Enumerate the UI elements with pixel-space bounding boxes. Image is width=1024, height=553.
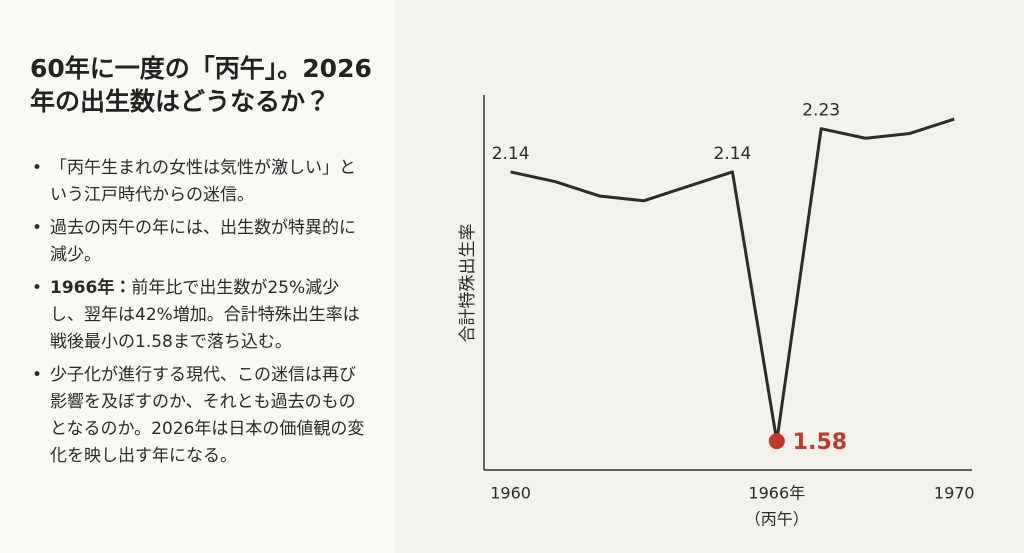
bullet: 「丙午生まれの女性は気性が激しい」という江戸時代からの迷信。 — [30, 155, 365, 209]
x-tick-label: 1966年 — [748, 484, 805, 503]
bullet-bold: 1966年： — [50, 278, 132, 298]
data-label: 2.14 — [714, 144, 752, 164]
data-line — [510, 117, 955, 443]
data-label: 2.14 — [492, 144, 530, 164]
x-tick-note: （丙午） — [745, 510, 809, 529]
highlight-point — [768, 433, 785, 450]
data-label: 2.23 — [802, 101, 840, 121]
y-axis-label: 合計特殊出生率 — [458, 224, 478, 343]
bullet: 1966年：前年比で出生数が25%減少し、翌年は42%増加。合計特殊出生率は戦後… — [30, 275, 365, 356]
bullet-list: 「丙午生まれの女性は気性が激しい」という江戸時代からの迷信。過去の丙午の年には、… — [30, 155, 365, 476]
bullet-text: 過去の丙午の年には、出生数が特異的に減少。 — [50, 218, 356, 265]
x-tick-label: 1960 — [490, 484, 531, 503]
x-tick-label: 1970 — [934, 484, 975, 503]
data-label: 1.58 — [793, 430, 847, 455]
bullet-text: 少子化が進行する現代、この迷信は再び影響を及ぼすのか、それとも過去のものとなるの… — [50, 365, 365, 466]
bullet-text: 前年比で出生数が25%減少し、翌年は42%増加。合計特殊出生率は戦後最小の1.5… — [50, 278, 360, 352]
bullet: 少子化が進行する現代、この迷信は再び影響を及ぼすのか、それとも過去のものとなるの… — [30, 362, 365, 470]
title: 60年に一度の「丙午」。2026年の出生数はどうなるか？ — [30, 54, 372, 116]
bullet: 過去の丙午の年には、出生数が特異的に減少。 — [30, 215, 365, 269]
text-panel: 60年に一度の「丙午」。2026年の出生数はどうなるか？ 「丙午生まれの女性は気… — [0, 0, 395, 553]
bullet-text: 「丙午生まれの女性は気性が激しい」という江戸時代からの迷信。 — [50, 158, 356, 205]
